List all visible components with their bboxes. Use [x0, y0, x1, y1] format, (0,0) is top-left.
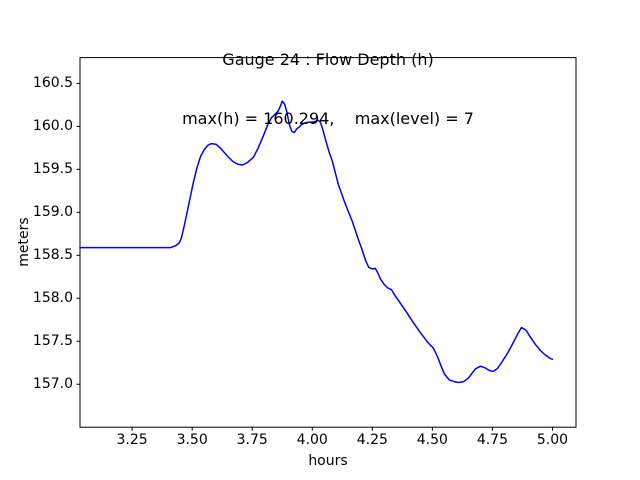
chart-title-line1: Gauge 24 : Flow Depth (h)	[222, 50, 434, 69]
x-tick-label: 4.75	[476, 432, 508, 448]
y-tick-label: 157.5	[32, 333, 73, 350]
x-tick-label: 3.25	[116, 432, 148, 448]
x-tick-label: 3.50	[176, 432, 208, 448]
y-tick-label: 157.0	[32, 376, 73, 393]
y-tick-label: 159.5	[32, 161, 73, 178]
y-tick-label: 160.0	[32, 118, 73, 135]
flow-depth-series-line	[79, 100, 554, 384]
y-tick-label: 159.0	[32, 204, 73, 221]
axes-frame	[79, 57, 577, 428]
x-tick-label: 4.00	[296, 432, 328, 448]
x-axis-label: hours	[308, 453, 348, 469]
chart-title-line2: max(h) = 160.294, max(level) = 7	[182, 108, 474, 128]
y-tick-label: 158.0	[32, 290, 73, 307]
x-tick-label: 3.75	[236, 432, 268, 448]
x-tick-label: 4.50	[416, 432, 448, 448]
x-tick-label: 4.25	[356, 432, 388, 448]
x-tick-label: 5.00	[536, 432, 569, 448]
y-tick-label: 158.5	[32, 247, 73, 264]
y-tick-label: 160.5	[32, 75, 73, 92]
chart-title: Gauge 24 : Flow Depth (h) max(h) = 160.2…	[80, 11, 576, 167]
